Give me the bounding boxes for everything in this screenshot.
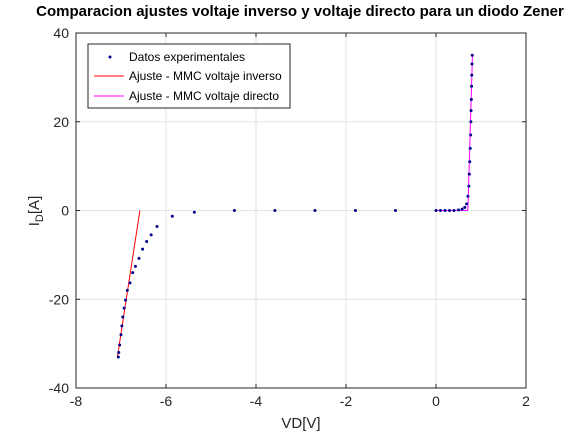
data-point <box>463 205 467 209</box>
data-point <box>131 271 135 275</box>
x-tick-label: -6 <box>160 393 173 409</box>
data-point <box>118 343 122 347</box>
data-point <box>470 62 474 66</box>
x-tick-label: -2 <box>340 393 353 409</box>
x-tick-label: 0 <box>432 393 440 409</box>
data-point <box>141 247 145 251</box>
data-point <box>468 160 472 164</box>
data-point <box>124 298 127 302</box>
data-point <box>452 209 456 212</box>
data-point <box>394 209 397 212</box>
data-point <box>439 209 442 212</box>
svg-text:ID[A]: ID[A] <box>26 196 46 226</box>
data-point <box>116 355 120 359</box>
data-point <box>125 288 129 292</box>
y-axis-label-unit: [A] <box>26 196 43 214</box>
data-point <box>353 209 357 212</box>
data-point <box>465 202 469 206</box>
data-point <box>119 333 123 337</box>
y-tick-label: -20 <box>49 291 69 307</box>
legend-marker-data <box>108 55 112 59</box>
data-point <box>128 281 132 285</box>
x-tick-label: -8 <box>70 393 83 409</box>
data-point <box>470 84 474 88</box>
chart-title: Comparacion ajustes voltaje inverso y vo… <box>36 3 564 20</box>
data-point <box>117 351 121 354</box>
legend: Datos experimentales Ajuste - MMC voltaj… <box>87 43 291 109</box>
data-point <box>468 146 472 150</box>
data-point <box>469 109 473 113</box>
data-point <box>457 208 460 212</box>
fit-line-1 <box>116 210 141 358</box>
data-point <box>467 184 471 188</box>
data-point <box>120 324 124 328</box>
legend-label-direct-fit: Ajuste - MMC voltaje directo <box>129 89 279 103</box>
x-tick-label: 2 <box>522 393 530 409</box>
data-point <box>192 210 196 214</box>
data-point <box>443 209 447 212</box>
data-point <box>121 315 125 319</box>
data-point <box>470 53 474 57</box>
data-point <box>460 207 464 211</box>
data-point <box>434 209 438 212</box>
x-tick-label: -4 <box>250 393 263 409</box>
data-point <box>170 214 174 218</box>
data-point <box>469 120 473 124</box>
data-point <box>273 209 277 212</box>
x-axis-label: VD[V] <box>281 415 320 432</box>
data-point <box>448 209 451 212</box>
legend-label-data: Datos experimentales <box>129 50 245 64</box>
data-point <box>232 209 236 212</box>
data-point <box>467 172 471 176</box>
data-point <box>466 194 470 198</box>
y-axis-label: ID[A] <box>26 196 46 226</box>
y-tick-label: 40 <box>53 25 69 41</box>
series-layer <box>116 53 474 359</box>
data-point <box>470 73 474 77</box>
fit-line-2 <box>436 55 473 211</box>
data-point <box>313 209 317 212</box>
data-point <box>122 306 126 310</box>
data-point <box>469 98 473 102</box>
legend-entry-direct-fit: Ajuste - MMC voltaje directo <box>94 89 279 103</box>
data-point <box>149 233 153 237</box>
legend-entry-data: Datos experimentales <box>108 50 245 64</box>
legend-label-inverse-fit: Ajuste - MMC voltaje inverso <box>129 69 282 83</box>
y-tick-label: -40 <box>49 380 69 396</box>
y-tick-label: 0 <box>61 203 69 219</box>
y-axis-label-subscript: D <box>34 214 46 222</box>
legend-entry-inverse-fit: Ajuste - MMC voltaje inverso <box>94 69 282 83</box>
y-tick-label: 20 <box>53 114 69 130</box>
data-point <box>145 240 149 244</box>
data-point <box>469 133 473 137</box>
data-point <box>133 264 137 268</box>
y-axis-label-main: I <box>26 222 43 226</box>
data-point <box>155 224 159 228</box>
data-point <box>137 256 141 260</box>
